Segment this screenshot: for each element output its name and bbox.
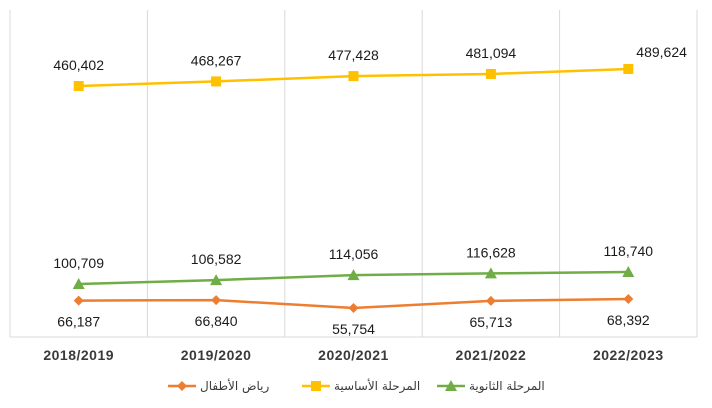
data-label: 489,624 <box>636 44 687 60</box>
data-label: 468,267 <box>191 52 242 68</box>
data-point <box>72 278 85 289</box>
legend-marker <box>445 380 457 391</box>
data-point <box>485 295 496 306</box>
gridlines <box>9 10 698 338</box>
series-diamond <box>73 294 634 313</box>
legend-marker <box>177 381 187 391</box>
data-point <box>73 81 84 91</box>
data-label: 118,740 <box>604 243 654 259</box>
data-point <box>484 267 497 279</box>
legend: رياض الأطفال المرحلة الأساسية المرحلة الثا… <box>168 378 545 394</box>
x-tick-label: 2020/2021 <box>318 347 389 363</box>
legend-marker <box>311 381 321 391</box>
data-label: 65,713 <box>469 314 512 330</box>
data-point <box>348 303 359 313</box>
x-axis-ticks: 2018/2019 2019/2020 2020/2021 2021/2022 2022… <box>43 347 663 363</box>
data-point <box>348 71 359 82</box>
x-tick-label: 2018/2019 <box>43 347 114 363</box>
legend-label: المرحلة الثانوية <box>469 379 545 394</box>
data-label: 55,754 <box>332 321 375 337</box>
legend-label: المرحلة الأساسية <box>334 378 420 394</box>
data-label: 114,056 <box>329 246 379 262</box>
data-label: 100,709 <box>53 255 104 271</box>
data-point <box>211 295 222 306</box>
data-point <box>623 64 634 74</box>
data-label: 460,402 <box>53 57 104 73</box>
data-point <box>623 294 634 304</box>
data-point <box>211 76 222 87</box>
data-label: 116,628 <box>466 244 516 260</box>
data-point <box>485 68 496 79</box>
data-label: 68,392 <box>607 312 650 328</box>
legend-label: رياض الأطفال <box>200 378 269 394</box>
series-square <box>73 64 634 91</box>
legend-item: رياض الأطفال <box>168 378 269 394</box>
data-label: 66,187 <box>57 314 100 330</box>
x-tick-label: 2019/2020 <box>181 347 252 363</box>
series-triangle <box>72 266 635 289</box>
data-label: 106,582 <box>191 251 242 267</box>
data-label: 481,094 <box>466 45 517 61</box>
data-point <box>73 295 84 306</box>
data-label: 66,840 <box>195 313 238 329</box>
legend-item: المرحلة الأساسية <box>302 378 420 394</box>
data-labels: 460,402 468,267 477,428 481,094 489,624 100,7… <box>53 44 687 337</box>
x-tick-label: 2021/2022 <box>456 347 527 363</box>
x-tick-label: 2022/2023 <box>593 347 664 363</box>
data-point <box>210 274 223 286</box>
legend-item: المرحلة الثانوية <box>437 379 545 394</box>
series-group <box>72 64 635 313</box>
data-label: 477,428 <box>328 47 379 63</box>
data-point <box>347 269 360 281</box>
data-point <box>622 266 635 277</box>
